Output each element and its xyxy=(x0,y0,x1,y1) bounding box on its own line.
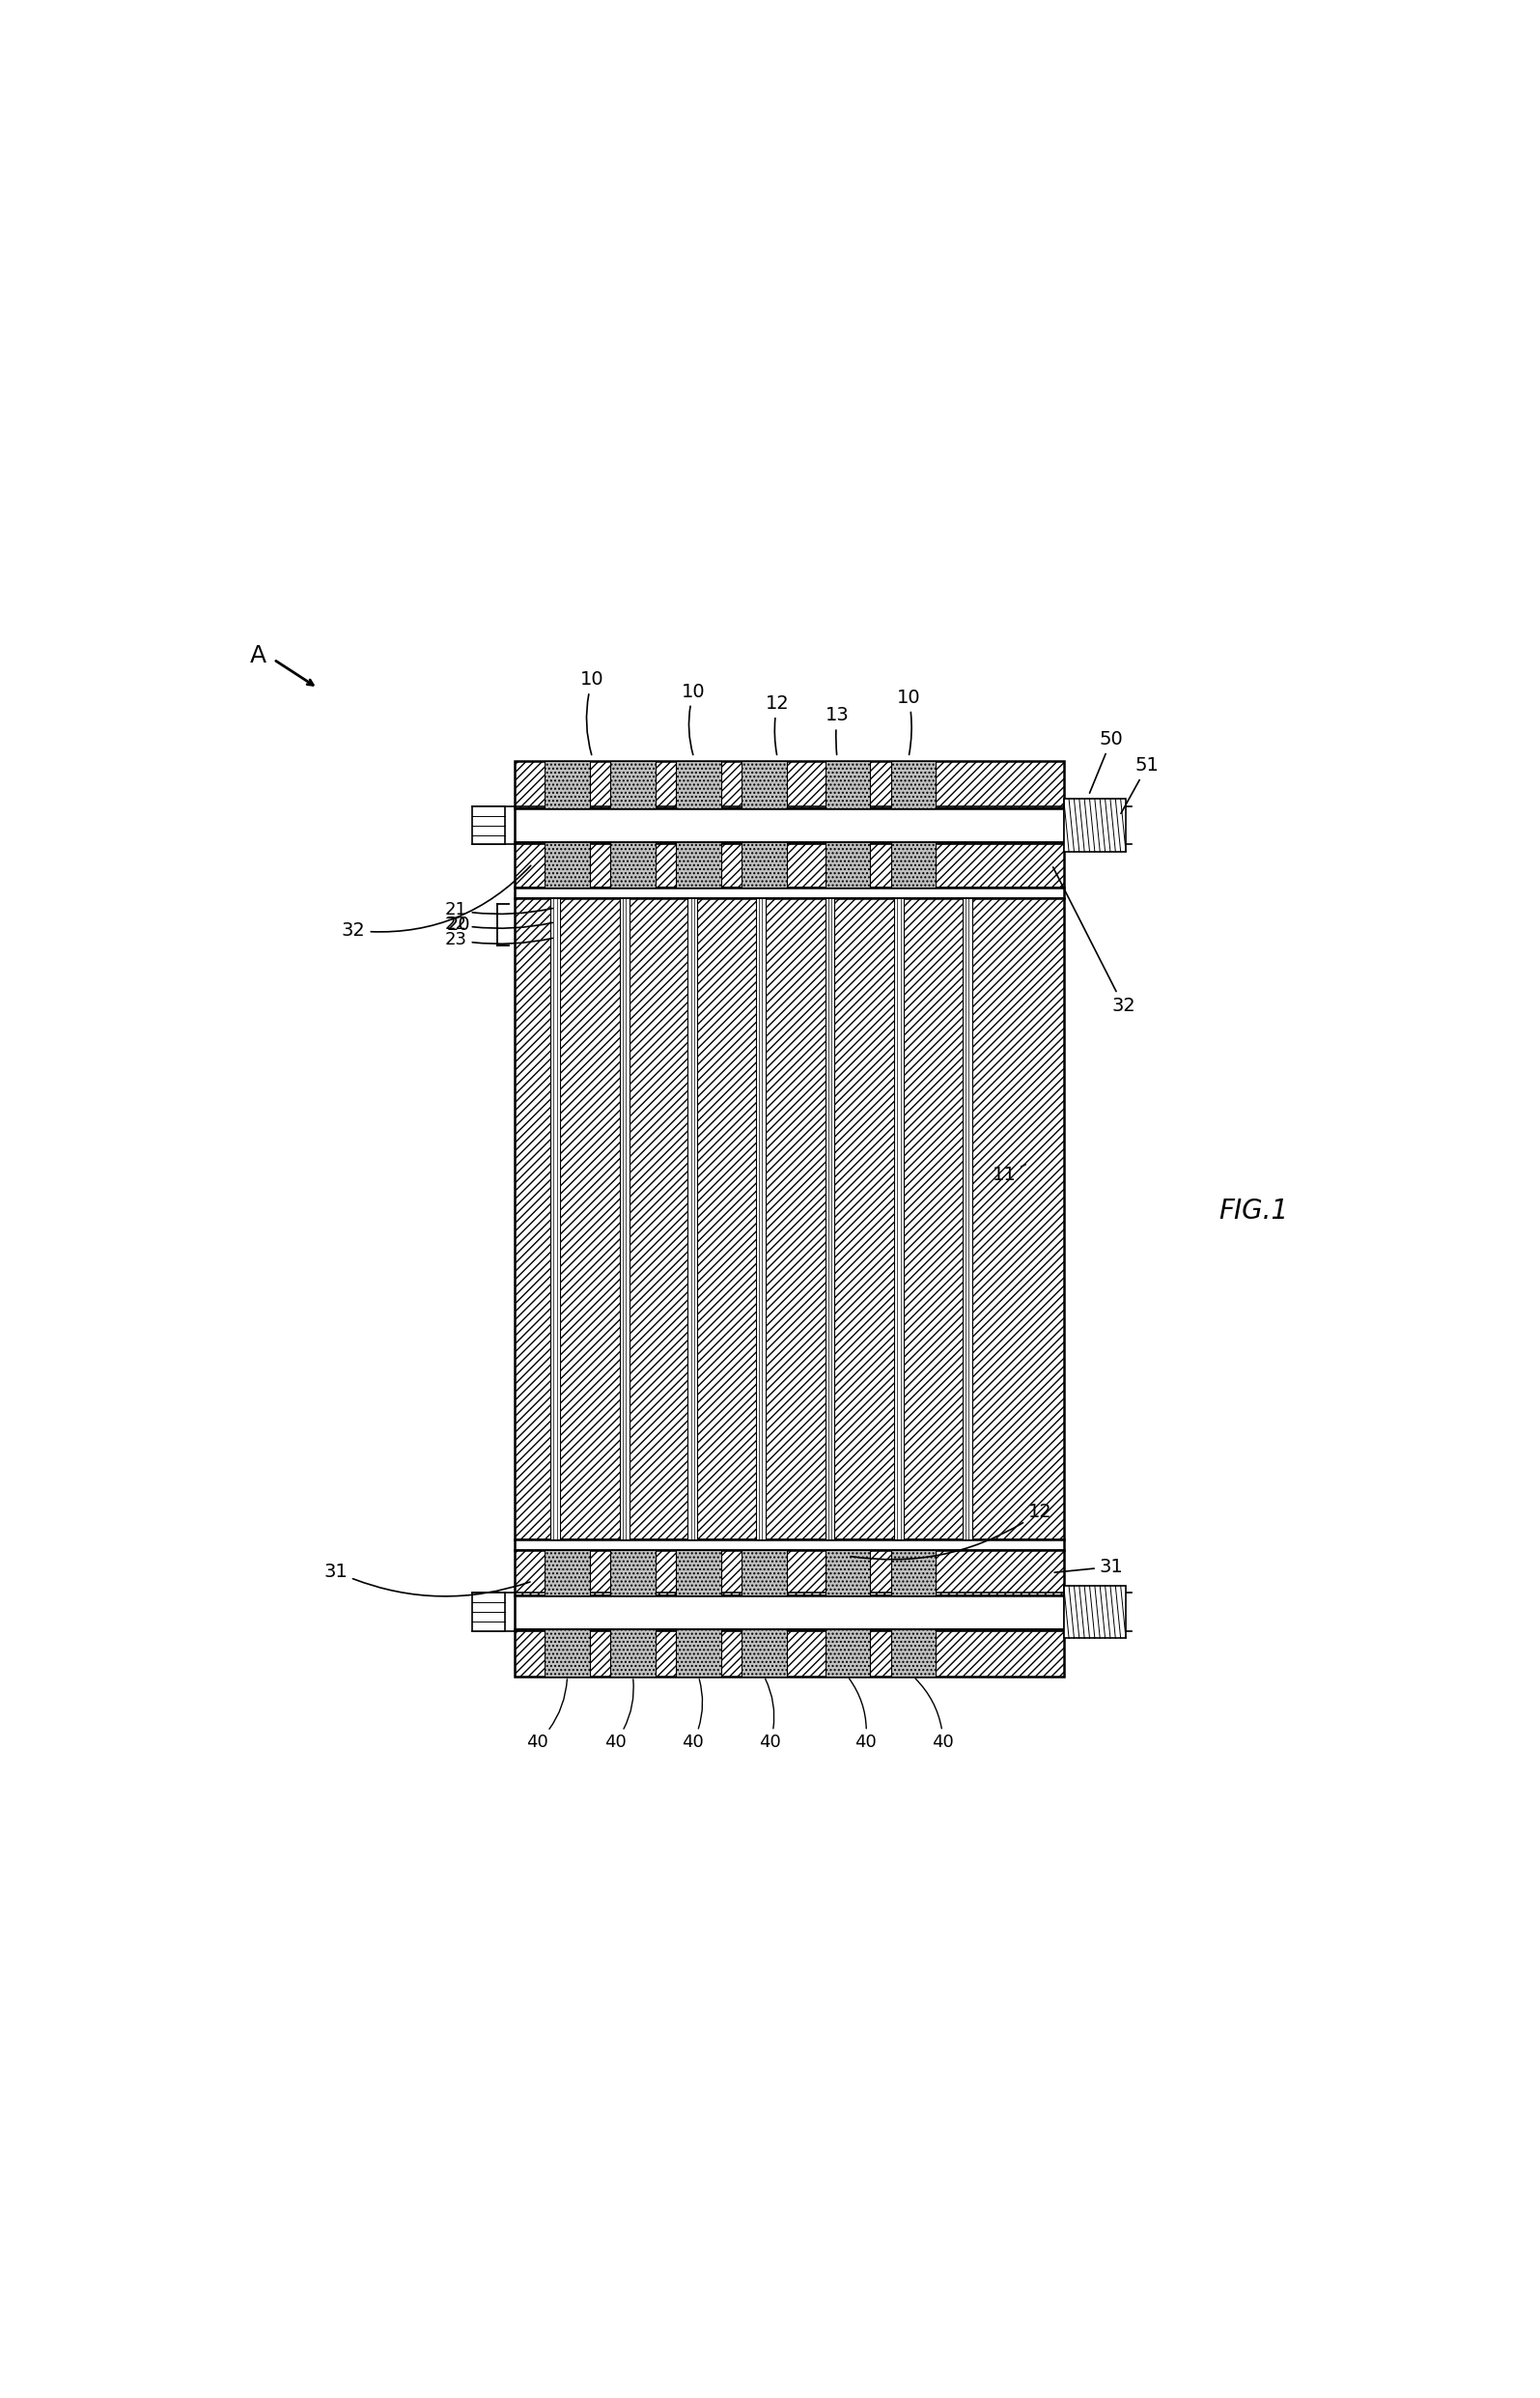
Bar xyxy=(514,842,1064,887)
Bar xyxy=(514,887,1064,899)
Bar xyxy=(610,842,656,887)
Bar xyxy=(471,1592,505,1631)
Bar xyxy=(890,842,936,887)
Text: 40: 40 xyxy=(527,1679,567,1751)
Bar xyxy=(545,1549,590,1595)
Text: 12: 12 xyxy=(850,1504,1052,1559)
Bar xyxy=(890,1628,936,1676)
Text: 40: 40 xyxy=(759,1679,781,1751)
Text: 51: 51 xyxy=(1121,755,1160,813)
Bar xyxy=(825,1628,870,1676)
Text: 23: 23 xyxy=(445,930,553,950)
Bar xyxy=(742,1549,787,1595)
Bar xyxy=(676,1628,721,1676)
Bar xyxy=(514,1595,1064,1628)
Text: FIG.1: FIG.1 xyxy=(1220,1197,1289,1225)
Bar xyxy=(676,1549,721,1595)
Text: 31: 31 xyxy=(323,1563,530,1597)
Bar xyxy=(825,842,870,887)
Bar xyxy=(676,760,721,808)
Bar xyxy=(825,760,870,808)
Bar xyxy=(514,760,1064,808)
Bar xyxy=(825,899,835,1540)
Bar xyxy=(545,842,590,887)
Bar xyxy=(551,899,561,1540)
Bar xyxy=(1064,1585,1126,1638)
Bar xyxy=(610,1628,656,1676)
Bar xyxy=(514,899,1064,1540)
Bar xyxy=(895,899,904,1540)
Bar xyxy=(545,1628,590,1676)
Bar xyxy=(742,1628,787,1676)
Bar xyxy=(890,760,936,808)
Bar xyxy=(742,842,787,887)
Text: 13: 13 xyxy=(825,707,849,755)
Text: 32: 32 xyxy=(1053,868,1135,1014)
Text: A: A xyxy=(249,645,266,667)
Bar xyxy=(471,806,505,844)
Bar xyxy=(514,808,1064,842)
Text: 31: 31 xyxy=(1055,1559,1124,1575)
Bar xyxy=(890,1549,936,1595)
Bar xyxy=(756,899,765,1540)
Text: 32: 32 xyxy=(342,866,531,940)
Text: 50: 50 xyxy=(1090,731,1124,794)
Bar xyxy=(610,1549,656,1595)
Text: 22: 22 xyxy=(445,916,553,933)
Text: 20: 20 xyxy=(447,916,471,935)
Text: 40: 40 xyxy=(850,1679,876,1751)
Bar xyxy=(610,760,656,808)
Text: 10: 10 xyxy=(896,688,921,755)
Bar xyxy=(825,1549,870,1595)
Bar xyxy=(545,760,590,808)
Text: 40: 40 xyxy=(604,1679,633,1751)
Text: 40: 40 xyxy=(682,1679,704,1751)
Text: 12: 12 xyxy=(765,695,790,755)
Bar xyxy=(688,899,698,1540)
Text: 21: 21 xyxy=(445,902,553,918)
Bar xyxy=(619,899,630,1540)
Bar xyxy=(514,1549,1064,1595)
Bar xyxy=(514,1540,1064,1549)
Text: 10: 10 xyxy=(682,683,705,755)
Bar xyxy=(742,760,787,808)
Bar xyxy=(676,842,721,887)
Bar xyxy=(1064,799,1126,851)
Text: 11: 11 xyxy=(992,1165,1026,1185)
Bar xyxy=(514,1628,1064,1676)
Bar xyxy=(962,899,972,1540)
Text: 40: 40 xyxy=(915,1679,955,1751)
Text: 10: 10 xyxy=(581,671,604,755)
